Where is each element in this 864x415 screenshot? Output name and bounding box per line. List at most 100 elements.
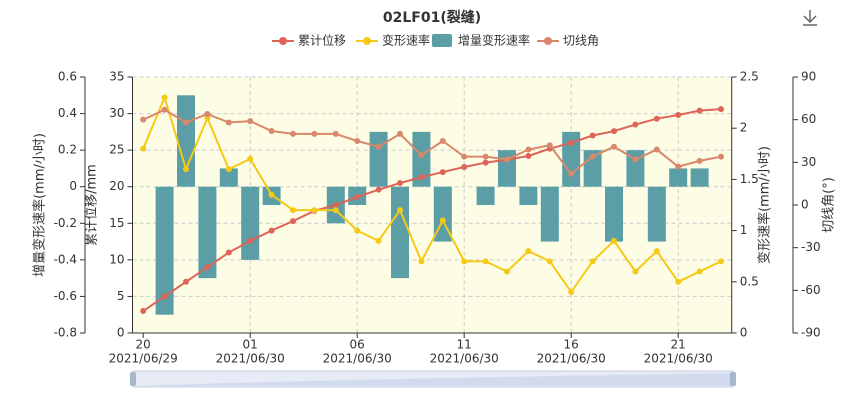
y-tick-label: 90 [801,70,816,84]
point [268,128,275,135]
point [354,227,361,234]
point [525,248,532,255]
x-tick-label: 06 [350,338,365,352]
y-axis-title: 变形速率(mm/小时) [757,146,773,264]
point [482,153,489,160]
y-tick-label: 0 [117,326,125,340]
point [225,166,232,173]
point [461,163,468,170]
bar [519,186,538,205]
y-tick-label: 0.4 [58,106,77,120]
x-tick-label: 2021/06/29 [109,352,178,366]
point [546,142,553,149]
legend-dot [279,37,287,45]
point [225,119,232,126]
point [354,138,361,144]
point [568,170,575,177]
point [482,258,489,265]
y-tick-label: -0.2 [54,216,77,230]
plot-area [132,77,732,333]
y-tick-label: -90 [801,326,821,340]
legend-label: 切线角 [563,34,599,48]
point [611,128,617,135]
x-tick-label: 2021/06/30 [430,352,499,366]
bar [155,186,174,315]
point [311,130,318,137]
data-zoom[interactable] [130,370,736,388]
point [290,218,296,225]
point [332,207,339,214]
x-tick-label: 2021/06/30 [537,352,606,366]
point [439,138,446,144]
x-tick-label: 16 [564,338,579,352]
point [653,146,660,153]
point [418,152,425,159]
bar [669,168,688,187]
point [718,106,724,113]
point [397,180,403,187]
point [397,130,403,137]
x-tick-label: 2021/06/30 [216,352,285,366]
y-tick-label: 0.6 [58,70,77,84]
y-tick-label: 0.2 [58,143,77,157]
point [589,132,596,139]
line [142,108,722,176]
y-axis-title: 累计位移/mm [85,164,100,246]
y-tick-label: 30 [801,155,816,169]
point [525,152,532,159]
bar [198,186,217,279]
point [696,157,703,164]
download-glyph[interactable] [803,10,817,26]
point [653,248,660,255]
download-icon[interactable] [803,10,817,26]
bar [391,186,409,279]
y-tick-label: -0.4 [54,252,77,266]
bar [241,186,260,260]
zoom-handle[interactable] [130,372,136,386]
y-tick-label: 30 [109,106,124,120]
point [696,268,703,275]
point [418,174,425,181]
point [632,268,639,275]
zoom-handle[interactable] [730,372,736,386]
y-tick-label: -30 [801,240,821,254]
point [140,308,147,315]
point [675,278,682,285]
point [354,193,361,200]
y-tick-label: -0.8 [54,326,77,340]
point [204,264,211,271]
point [140,145,147,152]
point [183,119,189,126]
point [439,169,446,176]
y-tick-label: 1.5 [740,172,759,186]
point [504,156,510,163]
bar [412,131,431,187]
point [375,186,382,193]
point [675,112,682,119]
point [504,268,510,275]
point [696,107,703,114]
y-tick-label: 10 [109,252,124,266]
bar [626,150,645,187]
point [247,237,254,244]
point [311,207,318,214]
point [482,159,489,166]
y-axis-title: 切线角(°) [822,177,837,233]
point [140,116,147,123]
y-tick-label: 0 [69,179,77,193]
point [439,217,446,224]
zoom-shadow [133,373,733,386]
y-axis-title: 增量变形速率(mm/小时) [32,133,48,277]
y-tick-label: 5 [117,289,125,303]
point [290,207,296,214]
chart-title: 02LF01(裂缝) [383,9,481,26]
x-tick-label: 2021/06/30 [323,352,392,366]
point [375,143,382,150]
point [718,258,724,265]
bar [540,186,559,242]
point [268,191,275,198]
point [183,278,189,285]
y-tick-label: 2.5 [740,70,759,84]
line [142,94,722,294]
